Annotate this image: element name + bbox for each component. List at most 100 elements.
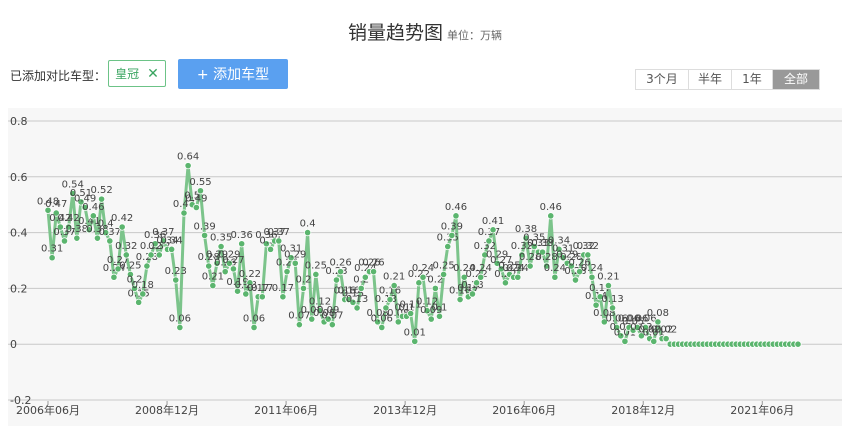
data-label: 0.35 [523,233,545,244]
data-label: 0.25 [305,260,327,271]
data-point [56,223,64,231]
data-point [559,254,567,262]
data-point [283,268,291,276]
data-point [596,293,604,301]
data-label: 0.26 [362,258,384,269]
data-point [60,237,69,245]
data-label: 0.33 [531,238,553,249]
data-label: 0.4 [98,219,114,230]
data-label: 0.21 [597,272,619,283]
data-label: 0.31 [41,244,63,255]
data-point [530,242,538,251]
y-tick-label: 0 [10,338,17,351]
data-label: 0.26 [276,258,298,269]
data-point [217,242,225,251]
range-half-year[interactable]: 半年 [689,70,732,89]
data-label: 0.08 [367,308,389,319]
data-point [489,226,497,234]
unit-label: 单位：万辆 [447,29,502,42]
data-point [551,273,559,281]
data-label: 0.34 [548,235,570,246]
data-point [106,237,114,245]
sales-trend-chart: -0.2 0 0.2 0.4 0.6 0.8 2006年06月 2008年12月 2011年06… [8,108,842,426]
data-label: 0.2 [353,274,369,285]
data-label: 0.34 [259,235,281,246]
data-point [48,254,56,262]
data-label: 0.42 [57,213,79,224]
data-label: 0.37 [478,227,500,238]
data-point [415,279,423,287]
data-label: 0.32 [577,241,599,252]
data-label: 0.03 [610,322,632,333]
data-label: 0.28 [136,252,158,263]
data-point [588,273,596,281]
data-label: 0.24 [103,263,125,274]
data-point [460,273,468,281]
data-label: 0.38 [86,224,108,235]
add-model-button[interactable]: + 添加车型 [178,59,288,89]
data-point [184,162,192,170]
data-point [382,304,390,312]
data-label: 0.36 [231,230,253,241]
data-label: 0.41 [482,216,504,227]
close-icon[interactable]: ✕ [147,65,159,82]
range-1-year[interactable]: 1年 [732,70,773,89]
data-label: 0.39 [441,221,463,232]
data-point [468,290,477,298]
data-point [613,323,621,332]
data-label: 0.23 [325,266,347,277]
data-label: 0.28 [560,252,582,263]
data-label: 0.06 [169,313,191,324]
data-label: 0.46 [540,202,562,213]
data-label: 0.29 [218,249,240,260]
data-label: 0.13 [601,294,623,305]
data-label: 0.09 [317,305,339,316]
data-point [497,265,505,273]
data-point [654,318,662,326]
data-label: 0.38 [515,224,537,235]
data-label: 0.64 [177,152,199,163]
data-label: 0.47 [45,199,67,210]
data-point [332,276,341,284]
data-label: 0.26 [329,258,351,269]
data-label: 0.18 [132,280,154,291]
data-point [118,223,126,231]
y-tick-label: 0.2 [10,282,28,295]
data-point [637,332,646,340]
data-label: 0.15 [128,288,150,299]
data-point [440,270,448,279]
chart-title-area: 销量趋势图 单位：万辆 [0,18,850,45]
data-point [114,265,122,273]
data-label: 0.36 [255,230,277,241]
range-3-months[interactable]: 3个月 [636,70,689,89]
data-point [444,242,452,251]
data-point [102,229,110,237]
data-point [93,234,102,242]
data-point [538,248,547,256]
x-tick-label: 2013年12月 [373,403,437,417]
data-label: 0.24 [412,263,434,274]
data-label: 0.06 [606,313,628,324]
range-all[interactable]: 全部 [773,70,819,89]
data-label: 0.06 [626,313,648,324]
data-point [65,223,73,231]
data-point [518,251,526,259]
data-point [481,251,489,259]
data-point [192,203,200,212]
data-label: 0.1 [394,302,410,313]
x-tick-label: 2008年12月 [135,403,199,417]
data-label: 0.15 [342,288,364,299]
compare-tag-huangguan[interactable]: 皇冠 ✕ [108,60,166,87]
data-point [89,212,97,220]
data-point [477,273,485,281]
data-point [357,284,365,292]
data-point [411,337,419,346]
data-label: 0.28 [519,252,541,263]
data-label: 0.24 [470,263,492,274]
data-label: 0.17 [247,283,269,294]
data-point [130,284,139,292]
data-label: 0.41 [78,216,100,227]
data-label: 0.13 [375,294,397,305]
data-point [200,231,209,239]
data-point [143,262,151,270]
